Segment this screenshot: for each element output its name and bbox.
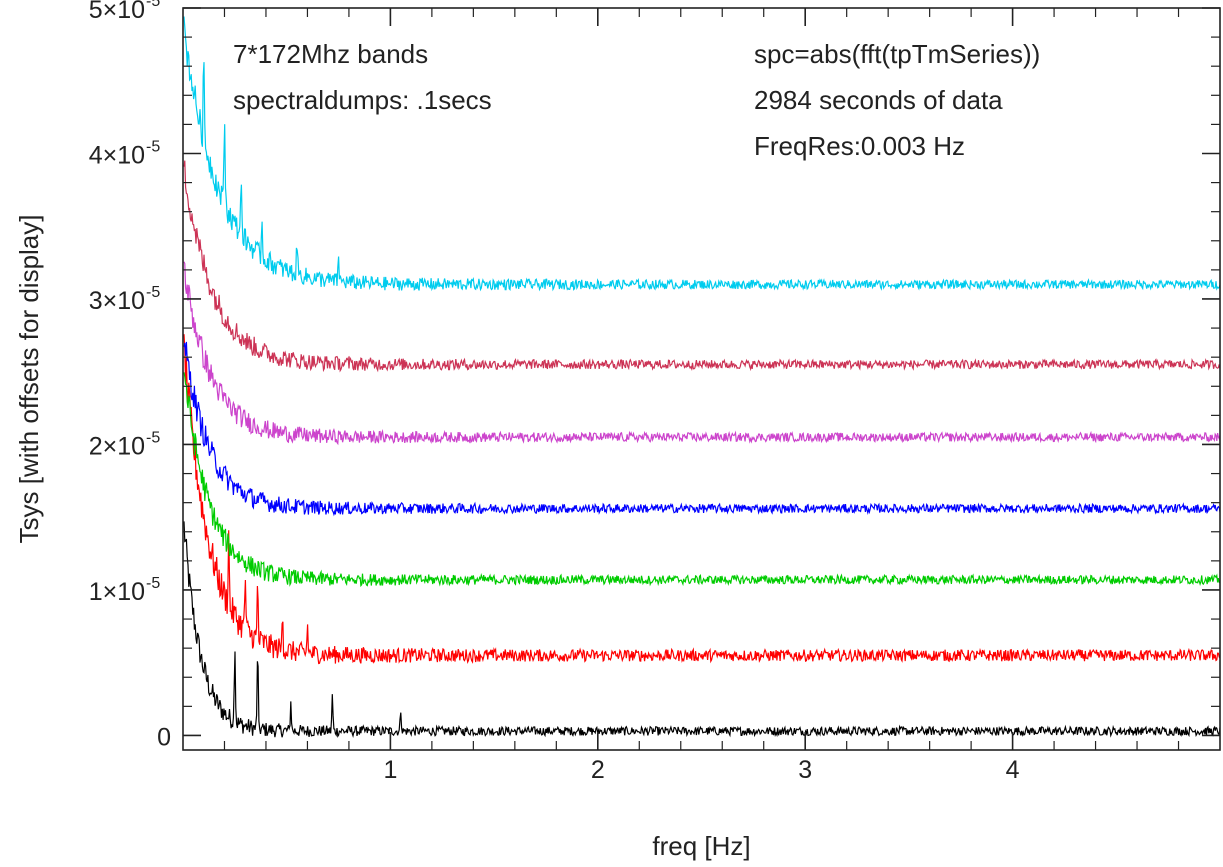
y-tick-label: 3×10 <box>89 287 145 315</box>
annotation-left-2: spectraldumps: .1secs <box>233 85 492 115</box>
y-tick-exponent: -5 <box>146 284 160 301</box>
y-tick-label: 2×10 <box>89 432 145 460</box>
series-line-3 <box>184 372 1220 585</box>
y-tick-label: 1×10 <box>89 578 145 606</box>
series-line-5 <box>184 262 1220 444</box>
annotation-right-2: 2984 seconds of data <box>754 85 1003 115</box>
y-tick-exponent: -5 <box>146 429 160 446</box>
annotation-left-1: 7*172Mhz bands <box>233 39 428 69</box>
y-tick-exponent: -5 <box>146 138 160 155</box>
y-tick-exponent: -5 <box>146 0 160 10</box>
annotation-block: 7*172Mhz bands spectraldumps: .1secs spc=a… <box>233 39 1040 161</box>
annotation-right-1: spc=abs(fft(tpTmSeries)) <box>754 39 1040 69</box>
x-tick-label: 4 <box>1006 756 1020 784</box>
series-line-2 <box>184 334 1220 663</box>
x-axis-title: freq [Hz] <box>652 831 750 861</box>
y-tick-label: 5×10 <box>89 0 145 24</box>
series-layer <box>184 17 1220 738</box>
x-tick-label: 3 <box>798 756 812 784</box>
x-tick-label: 1 <box>383 756 397 784</box>
y-tick-label: 0 <box>157 723 171 751</box>
annotation-right-3: FreqRes:0.003 Hz <box>754 131 965 161</box>
plot-frame <box>183 8 1220 750</box>
y-tick-label: 4×10 <box>89 141 145 169</box>
x-tick-label: 2 <box>591 756 605 784</box>
y-tick-exponent: -5 <box>146 575 160 592</box>
series-line-1 <box>184 521 1220 737</box>
y-axis-title: Tsys [with offsets for display] <box>14 215 44 544</box>
